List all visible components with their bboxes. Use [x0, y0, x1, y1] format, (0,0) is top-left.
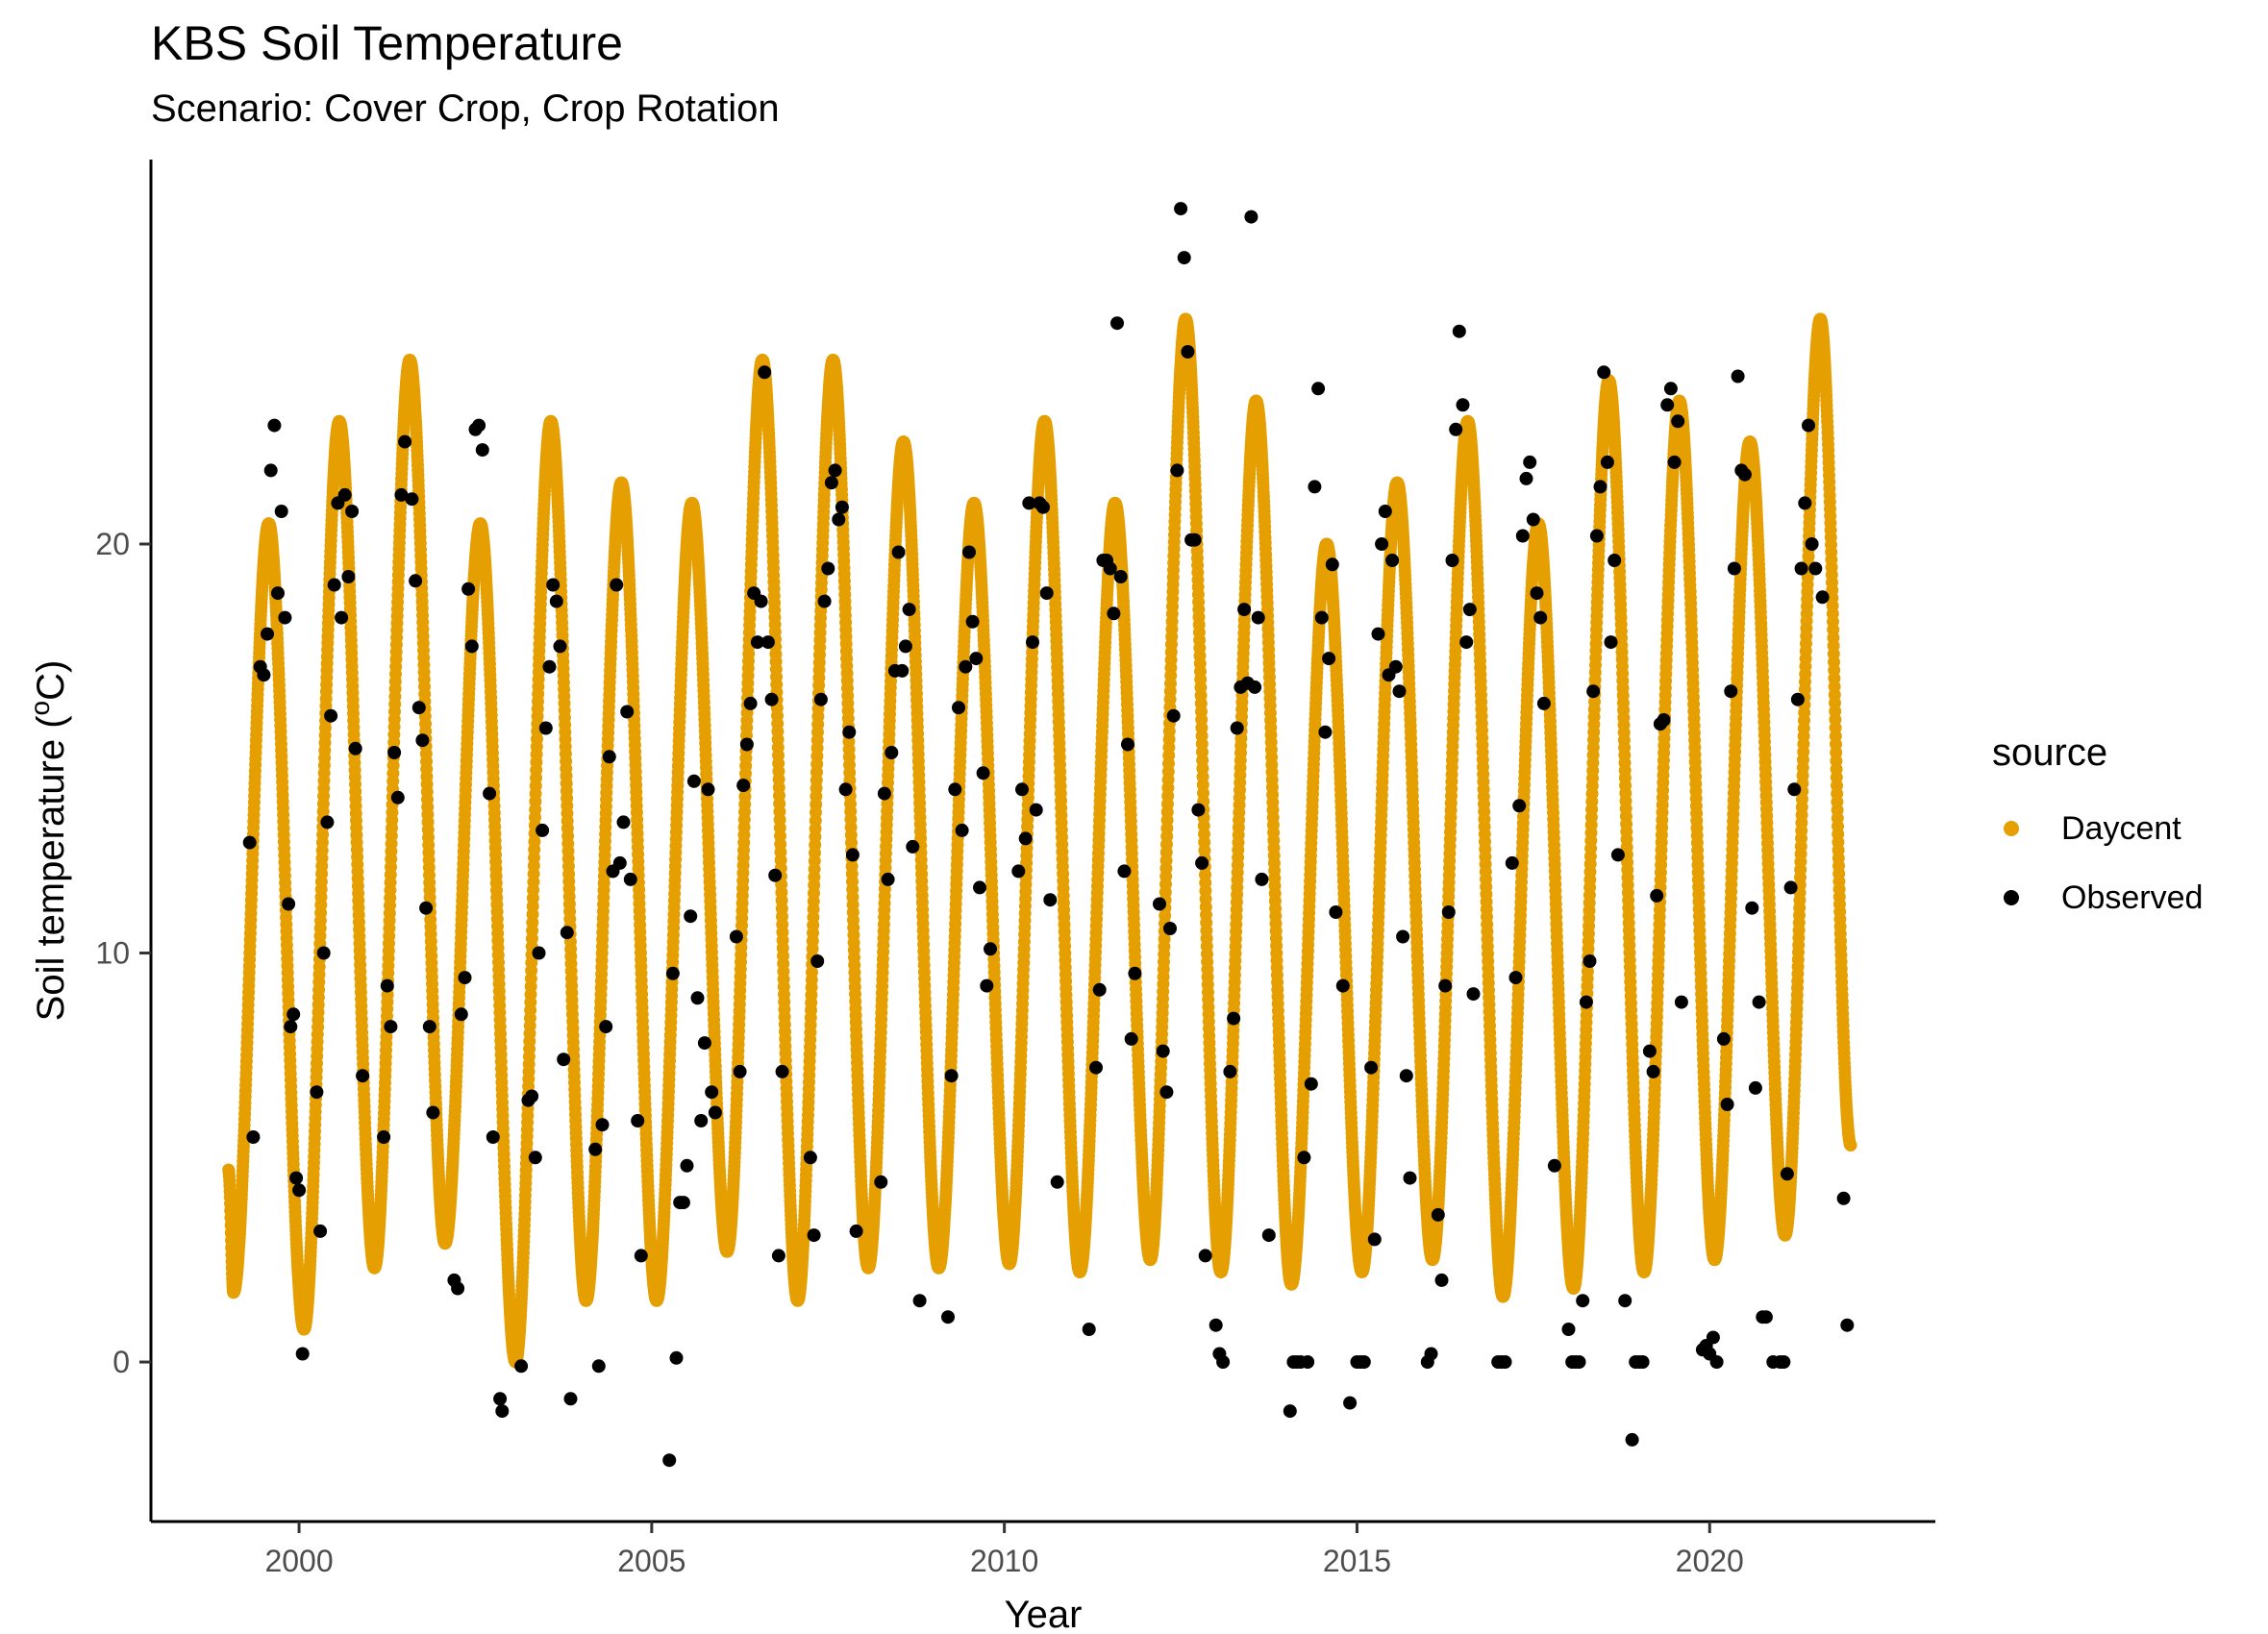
chart-title: KBS Soil Temperature	[151, 16, 623, 70]
daycent-series	[222, 312, 1857, 1369]
chart-subtitle: Scenario: Cover Crop, Crop Rotation	[151, 87, 780, 130]
